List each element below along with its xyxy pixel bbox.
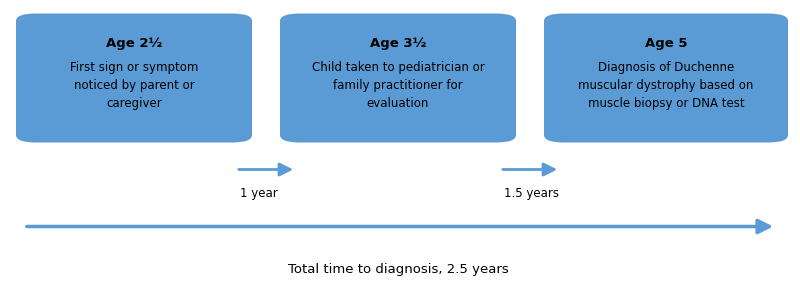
- Text: 1.5 years: 1.5 years: [504, 187, 559, 200]
- FancyBboxPatch shape: [16, 14, 252, 142]
- Text: Total time to diagnosis, 2.5 years: Total time to diagnosis, 2.5 years: [288, 263, 509, 277]
- Text: Child taken to pediatrician or
family practitioner for
evaluation: Child taken to pediatrician or family pr…: [312, 61, 484, 110]
- Text: Age 5: Age 5: [645, 37, 687, 50]
- Text: Age 2½: Age 2½: [106, 37, 162, 50]
- FancyBboxPatch shape: [280, 14, 516, 142]
- Text: Age 3½: Age 3½: [370, 37, 426, 50]
- Text: Diagnosis of Duchenne
muscular dystrophy based on
muscle biopsy or DNA test: Diagnosis of Duchenne muscular dystrophy…: [578, 61, 754, 110]
- FancyBboxPatch shape: [544, 14, 788, 142]
- Text: First sign or symptom
noticed by parent or
caregiver: First sign or symptom noticed by parent …: [70, 61, 198, 110]
- Text: 1 year: 1 year: [240, 187, 278, 200]
